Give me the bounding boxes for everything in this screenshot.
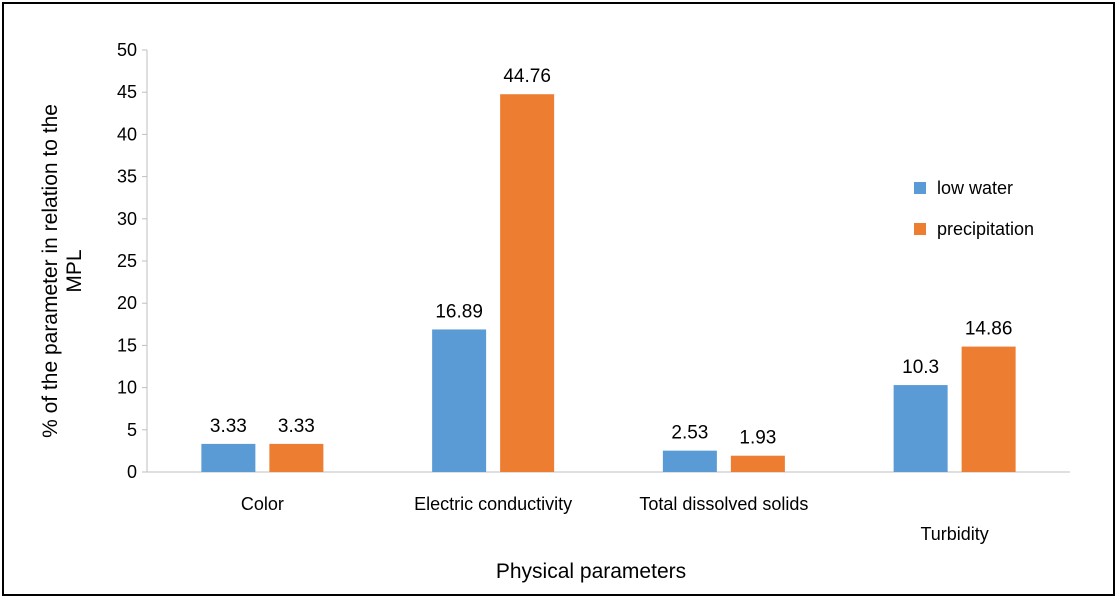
y-tick-label: 15 [117, 335, 137, 355]
bar [269, 443, 324, 472]
x-axis-title: Physical parameters [496, 560, 686, 583]
data-label: 10.3 [902, 357, 939, 378]
legend-label: precipitation [937, 219, 1034, 239]
data-label: 3.33 [278, 416, 315, 437]
y-tick-label: 5 [127, 420, 137, 440]
bar [500, 94, 555, 473]
y-tick-label: 35 [117, 167, 137, 187]
y-axis-title: % of the parameter in relation to the MP… [39, 104, 86, 438]
bar [432, 329, 487, 472]
y-tick-label: 25 [117, 251, 137, 271]
data-label: 2.53 [671, 423, 708, 444]
y-tick-label: 30 [117, 209, 137, 229]
y-tick-label: 0 [127, 462, 137, 482]
y-tick-label: 50 [117, 40, 137, 60]
x-category-label: Total dissolved solids [639, 494, 808, 514]
data-label: 16.89 [435, 301, 483, 322]
y-tick-label: 40 [117, 124, 137, 144]
legend-label: low water [937, 178, 1013, 198]
data-label: 44.76 [503, 66, 551, 87]
svg-text:MPL: MPL [63, 249, 86, 292]
x-category-label: Electric conductivity [414, 494, 572, 514]
bar [893, 385, 948, 472]
y-tick-label: 10 [117, 378, 137, 398]
svg-text:% of the parameter in relation: % of the parameter in relation to the [39, 104, 62, 438]
bar [961, 346, 1016, 472]
x-category-label: Color [241, 494, 284, 514]
y-tick-label: 20 [117, 293, 137, 313]
data-label: 1.93 [739, 428, 776, 449]
data-label: 3.33 [210, 416, 247, 437]
legend-swatch [914, 223, 926, 235]
data-label: 14.86 [965, 319, 1013, 340]
bar [730, 455, 785, 472]
x-category-label: Turbidity [920, 524, 988, 544]
y-tick-label: 45 [117, 82, 137, 102]
bar [201, 443, 256, 472]
legend-swatch [914, 182, 926, 194]
bar [662, 450, 717, 472]
